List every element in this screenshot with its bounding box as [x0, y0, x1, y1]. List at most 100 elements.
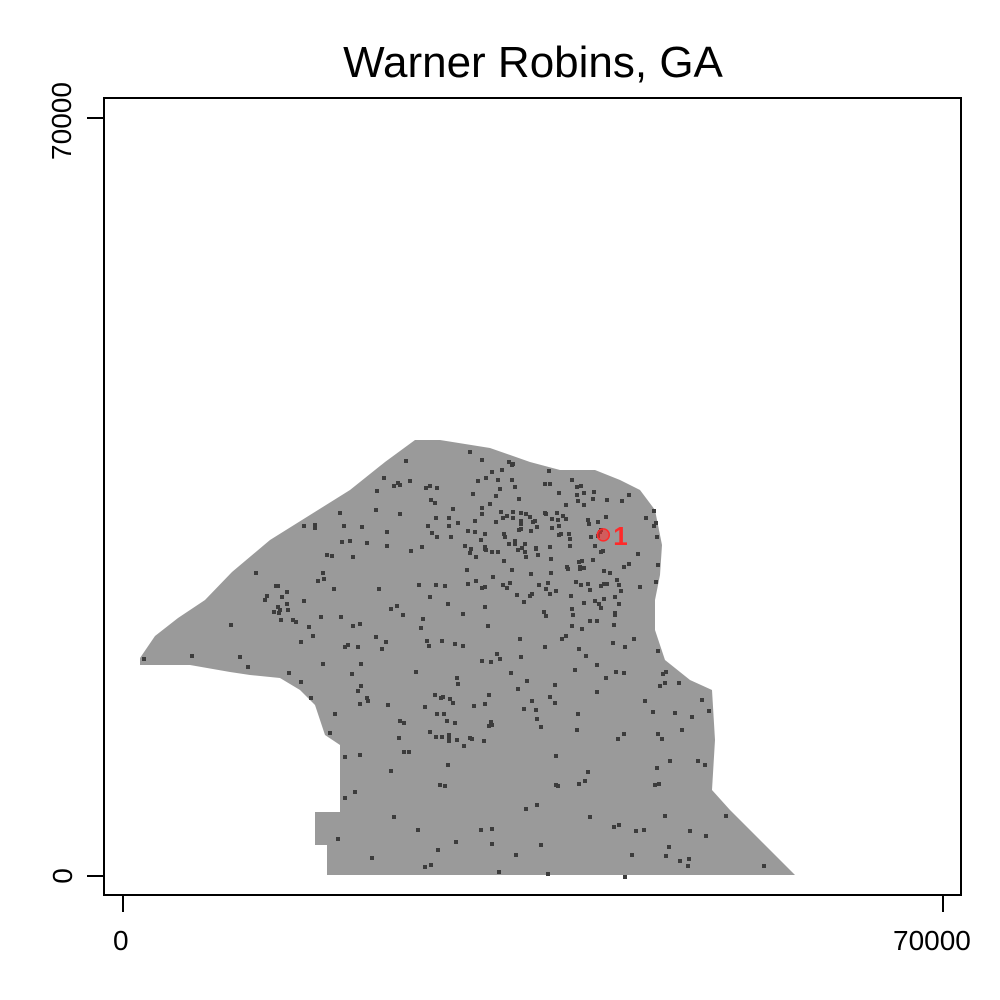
development-cell: [447, 733, 451, 737]
development-cell: [542, 610, 546, 614]
development-cell: [423, 705, 427, 709]
development-cell: [463, 544, 467, 548]
development-cell: [575, 493, 579, 497]
development-cell: [724, 814, 728, 818]
x-tick-label-max: 70000: [893, 925, 971, 956]
development-cell: [483, 702, 487, 706]
development-cell: [389, 769, 393, 773]
development-cell: [707, 709, 711, 713]
development-cell: [518, 637, 522, 641]
development-cell: [560, 637, 564, 641]
development-cell: [462, 744, 466, 748]
development-cell: [382, 476, 386, 480]
development-cell: [652, 524, 656, 528]
development-cell: [595, 619, 599, 623]
development-cell: [484, 548, 488, 552]
development-cell: [660, 737, 664, 741]
development-cell: [557, 524, 561, 528]
development-cell: [571, 613, 575, 617]
development-cell: [580, 559, 584, 563]
development-cell: [519, 522, 523, 526]
development-cell: [483, 545, 487, 549]
development-cell: [287, 671, 291, 675]
development-cell: [407, 750, 411, 754]
development-cell: [445, 719, 449, 723]
development-cell: [404, 459, 408, 463]
development-cell: [246, 665, 250, 669]
development-cell: [553, 683, 557, 687]
development-cell: [586, 518, 590, 522]
development-cell: [356, 689, 360, 693]
development-cell: [402, 750, 406, 754]
development-cell: [294, 620, 298, 624]
development-cell: [578, 565, 582, 569]
development-cell: [497, 870, 501, 874]
development-cell: [487, 693, 491, 697]
development-cell: [605, 498, 609, 502]
development-cell: [535, 803, 539, 807]
development-cell: [630, 853, 634, 857]
development-cell: [279, 618, 283, 622]
y-tick-label-min: 0: [47, 868, 78, 884]
development-cell: [593, 544, 597, 548]
development-cell: [617, 602, 621, 606]
development-cell: [638, 585, 642, 589]
marker-layer: 1: [596, 521, 628, 551]
development-cell: [700, 698, 704, 702]
development-cell: [272, 610, 276, 614]
development-cell: [350, 672, 354, 676]
development-cell: [311, 634, 315, 638]
development-cell: [480, 512, 484, 516]
development-cell: [455, 738, 459, 742]
development-cell: [602, 569, 606, 573]
city-area: [140, 440, 795, 875]
development-cell: [427, 644, 431, 648]
development-cell: [588, 815, 592, 819]
development-cell: [608, 571, 612, 575]
development-cell: [599, 550, 603, 554]
development-cell: [677, 681, 681, 685]
development-cell: [142, 657, 146, 661]
development-cell: [549, 557, 553, 561]
development-cell: [534, 708, 538, 712]
development-cell: [425, 639, 429, 643]
development-cell: [680, 728, 684, 732]
development-cell: [582, 491, 586, 495]
development-cell: [483, 585, 487, 589]
development-cell: [469, 547, 473, 551]
development-cell: [556, 518, 560, 522]
development-cell: [588, 588, 592, 592]
development-cell: [627, 562, 631, 566]
development-cell: [429, 863, 433, 867]
development-cell: [346, 643, 350, 647]
development-cell: [322, 577, 326, 581]
development-cell: [591, 497, 595, 501]
development-cell: [483, 605, 487, 609]
development-cell: [554, 589, 558, 593]
development-cell: [570, 624, 574, 628]
development-cell: [579, 583, 583, 587]
development-cell: [543, 482, 547, 486]
development-cell: [443, 784, 447, 788]
development-cell: [510, 478, 514, 482]
development-cell: [502, 532, 506, 536]
development-cell: [557, 491, 561, 495]
development-cell: [340, 540, 344, 544]
development-cell: [523, 550, 527, 554]
development-cell: [668, 759, 672, 763]
development-cell: [524, 555, 528, 559]
development-cell: [619, 589, 623, 593]
development-cell: [655, 766, 659, 770]
development-cell: [617, 823, 621, 827]
development-cell: [632, 637, 636, 641]
development-cell: [519, 519, 523, 523]
development-cell: [530, 592, 534, 596]
development-cell: [351, 624, 355, 628]
development-cell: [582, 503, 586, 507]
development-cell: [471, 492, 475, 496]
development-cell: [474, 555, 478, 559]
development-cell: [687, 857, 691, 861]
development-cell: [703, 763, 707, 767]
development-cell: [546, 581, 550, 585]
